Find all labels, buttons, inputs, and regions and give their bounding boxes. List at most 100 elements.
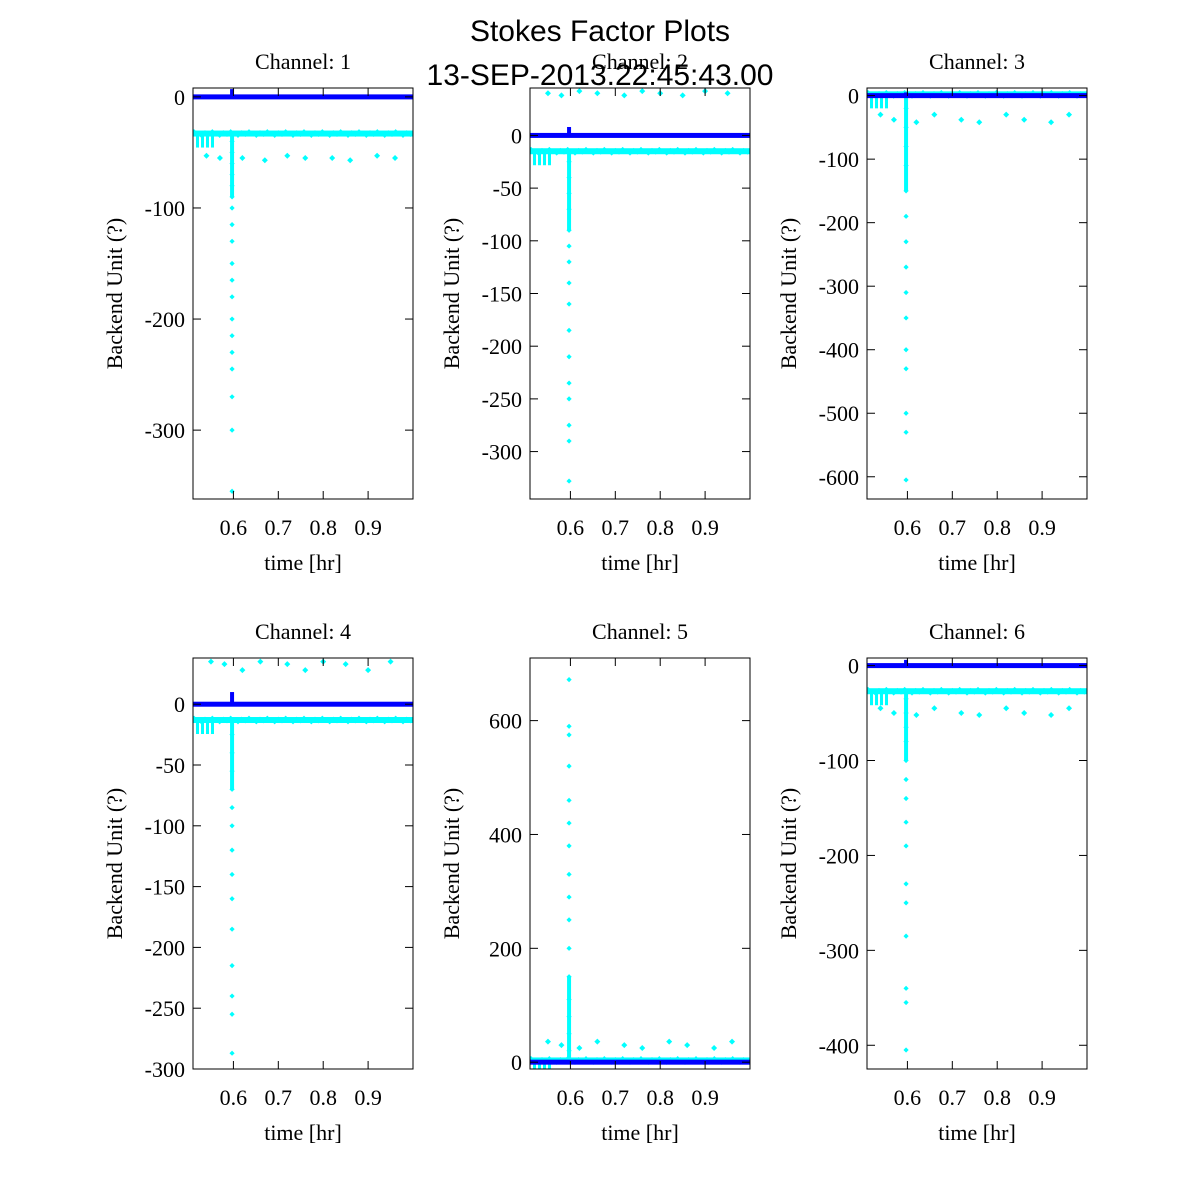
y-tick-label: -200 bbox=[819, 843, 859, 868]
cyan-point bbox=[367, 716, 373, 722]
cyan-series-band bbox=[193, 717, 413, 724]
cyan-point bbox=[1026, 689, 1032, 695]
x-tick-label: 0.8 bbox=[309, 1085, 337, 1110]
cyan-spike-point bbox=[903, 795, 909, 802]
cyan-point bbox=[334, 132, 340, 137]
cyan-outlier-point bbox=[666, 1038, 673, 1045]
cyan-point bbox=[719, 150, 725, 156]
cyan-point bbox=[1012, 686, 1018, 692]
cyan-spike-point bbox=[566, 438, 572, 444]
cyan-point bbox=[1067, 686, 1073, 692]
cyan-point bbox=[530, 146, 534, 152]
x-tick-label: 0.7 bbox=[939, 515, 967, 540]
cyan-point bbox=[612, 1057, 618, 1062]
y-axis-label: Backend Unit (?) bbox=[776, 218, 801, 370]
cyan-point bbox=[301, 715, 307, 721]
blue-spike bbox=[567, 126, 572, 136]
cyan-point bbox=[675, 1056, 681, 1061]
cyan-outlier-point bbox=[724, 90, 731, 97]
cyan-point bbox=[583, 1056, 589, 1061]
cyan-point bbox=[308, 133, 314, 138]
cyan-spike-dense bbox=[567, 976, 572, 1061]
cyan-point bbox=[407, 718, 413, 724]
cyan-spike-point bbox=[566, 723, 572, 729]
cyan-spike-point bbox=[903, 819, 909, 825]
cyan-outlier-point bbox=[342, 661, 349, 668]
y-tick-label: -500 bbox=[819, 401, 859, 426]
y-tick-label: 0 bbox=[174, 692, 185, 717]
cyan-point bbox=[272, 133, 278, 138]
cyan-outlier-point bbox=[594, 90, 601, 97]
cyan-outlier-point bbox=[302, 667, 309, 674]
cyan-point bbox=[349, 130, 355, 135]
cyan-point bbox=[404, 716, 410, 722]
cyan-point bbox=[275, 716, 281, 722]
cyan-spike-point bbox=[903, 900, 909, 906]
y-axis-label: Backend Unit (?) bbox=[102, 218, 127, 370]
panel-title: Channel: 6 bbox=[929, 619, 1025, 644]
cyan-point bbox=[1034, 688, 1040, 694]
cyan-point bbox=[920, 686, 926, 692]
cyan-point bbox=[1063, 689, 1069, 695]
cyan-point bbox=[319, 129, 325, 134]
cyan-point bbox=[623, 148, 629, 154]
cyan-spike-point bbox=[566, 354, 572, 360]
cyan-point bbox=[253, 719, 259, 725]
x-tick-label: 0.9 bbox=[1028, 1085, 1056, 1110]
cyan-outlier-point bbox=[576, 1044, 583, 1051]
cyan-spike-point bbox=[566, 917, 572, 923]
cyan-point bbox=[294, 716, 300, 722]
cyan-point bbox=[235, 133, 241, 138]
cyan-spike-point bbox=[229, 963, 235, 969]
cyan-point bbox=[389, 718, 395, 724]
cyan-point bbox=[301, 129, 307, 134]
y-tick-label: -50 bbox=[493, 176, 522, 201]
cyan-outlier-point bbox=[958, 116, 965, 123]
cyan-point bbox=[733, 148, 739, 154]
panels: 0.6 0.7 0.8 0.9 0 -100 -200 -300 Channel: 1 time … bbox=[102, 49, 1088, 1145]
cyan-spike-point bbox=[566, 327, 572, 333]
cyan-spike-point bbox=[229, 1050, 235, 1056]
cyan-outlier-point bbox=[621, 92, 628, 99]
cyan-point bbox=[367, 130, 373, 135]
cyan-point bbox=[345, 133, 351, 138]
cyan-point bbox=[385, 716, 391, 722]
x-axis-label: time [hr] bbox=[938, 550, 1016, 575]
cyan-point bbox=[290, 133, 296, 138]
x-tick-label: 0.9 bbox=[691, 515, 719, 540]
cyan-point bbox=[697, 148, 703, 154]
cyan-point bbox=[631, 1057, 637, 1062]
cyan-spike-point bbox=[229, 277, 235, 283]
cyan-outlier-point bbox=[639, 88, 646, 95]
cyan-point bbox=[942, 688, 948, 694]
cyan-point bbox=[656, 146, 662, 152]
cyan-point bbox=[957, 686, 963, 692]
cyan-spike-dense bbox=[904, 94, 909, 191]
cyan-spike-point bbox=[229, 316, 235, 322]
cyan-outlier-point bbox=[558, 92, 565, 99]
cyan-point bbox=[253, 133, 259, 138]
cyan-point bbox=[224, 132, 230, 137]
cyan-point bbox=[1052, 688, 1058, 694]
cyan-outlier-point bbox=[679, 92, 686, 99]
y-tick-label: 0 bbox=[511, 1050, 522, 1075]
cyan-point bbox=[400, 719, 406, 725]
x-tick-label: 0.6 bbox=[557, 515, 585, 540]
cyan-point bbox=[579, 149, 585, 155]
cyan-outlier-point bbox=[639, 1044, 646, 1051]
cyan-point bbox=[715, 148, 721, 154]
cyan-spike-point bbox=[229, 847, 235, 853]
cyan-point bbox=[634, 149, 640, 155]
cyan-spike-point bbox=[566, 843, 572, 849]
cyan-point bbox=[257, 130, 263, 135]
cyan-point bbox=[257, 716, 263, 722]
cyan-spike-point bbox=[566, 478, 572, 484]
cyan-point bbox=[631, 147, 637, 153]
cyan-point bbox=[371, 132, 377, 137]
cyan-spike-point bbox=[903, 239, 909, 245]
cyan-series-band bbox=[867, 688, 1087, 695]
cyan-point bbox=[616, 149, 622, 155]
cyan-point bbox=[704, 147, 710, 153]
cyan-point bbox=[213, 131, 219, 136]
cyan-point bbox=[319, 715, 325, 721]
